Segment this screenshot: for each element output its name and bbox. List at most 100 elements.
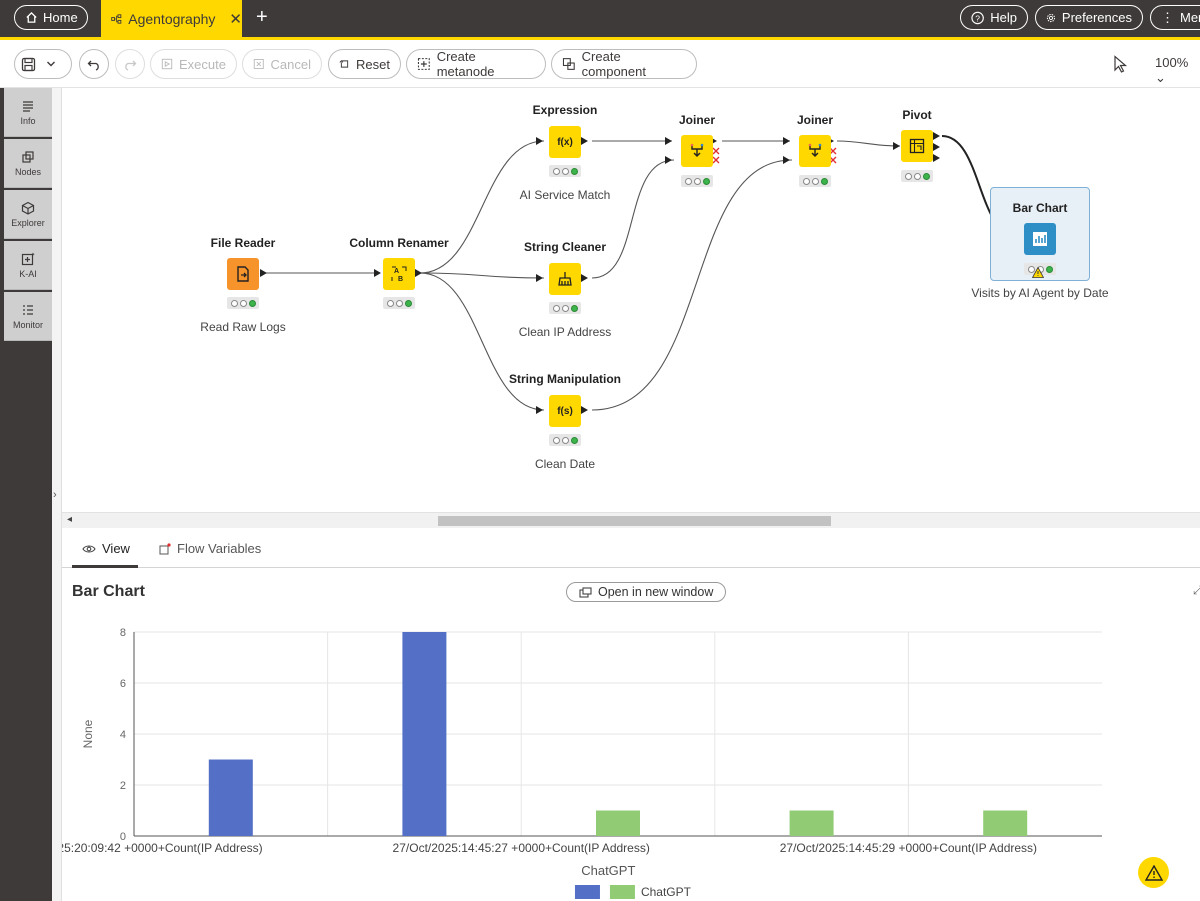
eye-icon [82,544,96,553]
pointer-tool-icon[interactable] [1113,55,1129,73]
sidebar-item-label: Monitor [12,319,43,330]
tab-agentography[interactable]: Agentography ✕ [101,0,242,37]
connection-renamer-manipulation [419,272,545,411]
node-pivot[interactable] [901,130,933,162]
expand-sidebar-icon[interactable]: › [53,489,57,501]
close-tab-icon[interactable]: ✕ [229,10,242,28]
canvas-horizontal-scrollbar[interactable]: ◂ [62,512,1200,528]
tab-view-label: View [102,541,130,556]
sidebar-item-label: Explorer [11,217,45,228]
x-tick-label: 27/Oct/2025:14:45:27 +0000+Count(IP Addr… [393,841,650,855]
port-arrow [665,137,672,145]
preferences-button[interactable]: Preferences [1035,5,1143,30]
execute-button[interactable]: Execute [150,49,237,79]
port-arrow [581,406,588,414]
node-status-light [383,297,415,309]
node-title-string-manipulation: String Manipulation [509,372,621,386]
app-top-bar: Home Agentography ✕ + ? Help Preferences… [0,0,1200,37]
node-status-light [681,175,713,187]
create-component-label: Create component [581,49,646,79]
open-in-new-window-button[interactable]: Open in new window [566,582,727,602]
tab-flow-variables[interactable]: Flow Variables [159,541,261,556]
inactive-port-x [829,147,837,164]
node-file-reader[interactable] [227,258,259,290]
bar [789,810,834,836]
tab-view[interactable]: View [82,541,130,556]
node-status-light [799,175,831,187]
chevron-down-icon[interactable] [46,59,56,69]
y-tick-label: 2 [120,780,126,792]
joiner-icon [690,143,704,157]
help-button[interactable]: ? Help [960,5,1028,30]
undo-icon [87,60,99,71]
kebab-icon: ⋮ [1161,9,1174,25]
bar-chart-icon [1033,232,1047,246]
home-button[interactable]: Home [14,5,88,30]
metanode-icon [417,58,430,70]
sidebar-edge [52,88,62,901]
scroll-left-icon[interactable]: ◂ [67,514,73,525]
node-joiner-2[interactable] [799,135,831,167]
save-split-button[interactable] [14,49,72,79]
port-arrow [536,406,543,414]
redo-button[interactable] [115,49,145,79]
sidebar-item-kai[interactable]: K-AI [4,241,52,290]
home-icon [26,11,37,23]
joiner-icon [808,143,822,157]
redo-icon [125,60,137,71]
port-arrow [536,274,543,282]
y-tick-label: 0 [120,831,126,843]
cancel-button[interactable]: Cancel [242,49,322,79]
sidebar-item-monitor[interactable]: Monitor [4,292,52,341]
execute-label: Execute [179,56,226,72]
node-string-cleaner[interactable] [549,263,581,295]
port-arrow [933,154,940,162]
create-metanode-button[interactable]: Create metanode [406,49,546,79]
port-arrow [893,142,900,150]
node-status-light [227,297,259,309]
node-title-file-reader: File Reader [210,236,276,250]
sidebar-item-nodes[interactable]: Nodes [4,139,52,188]
node-annotation-file-reader[interactable]: Read Raw Logs [200,320,286,334]
create-component-button[interactable]: Create component [551,49,697,79]
bar [402,632,447,836]
node-annotation-bar-chart[interactable]: Visits by AI Agent by Date [971,286,1109,300]
node-joiner-1[interactable] [681,135,713,167]
file-reader-icon [237,266,249,282]
y-tick-label: 8 [120,627,126,639]
undo-button[interactable] [79,49,109,79]
reset-button[interactable]: Reset [328,49,401,79]
connection-renamer-cleaner [419,272,545,279]
sidebar-item-info[interactable]: Info [4,88,52,137]
port-arrow [933,143,940,151]
nodes-icon [22,150,34,163]
sidebar-item-explorer[interactable]: Explorer [4,190,52,239]
scrollbar-thumb[interactable] [438,516,831,526]
open-in-new-window-label: Open in new window [598,585,714,599]
warning-badge[interactable] [1138,857,1169,888]
node-annotation-string-manipulation[interactable]: Clean Date [534,457,596,471]
y-axis-title: None [81,719,95,748]
zoom-dropdown[interactable]: 100% ⌄ [1155,55,1200,86]
new-tab-button[interactable]: + [256,6,268,28]
warning-icon[interactable] [1032,267,1044,278]
home-label: Home [43,10,78,25]
x-axis-title: ChatGPT [581,863,635,878]
menu-button[interactable]: ⋮ Menu [1150,5,1200,30]
node-view-tabs: View Flow Variables [62,530,1200,568]
node-expression[interactable]: f(x) [549,126,581,158]
workflow-canvas[interactable]: File Reader Read Raw Logs Column Renamer… [62,88,1200,512]
node-title-joiner: Joiner [796,113,834,127]
node-bar-chart[interactable] [1024,223,1056,255]
port-arrow [581,274,588,282]
zoom-label: 100% [1155,55,1189,70]
node-string-manipulation[interactable]: f(s) [549,395,581,427]
node-annotation-string-cleaner[interactable]: Clean IP Address [518,325,612,339]
sidebar-item-label: Nodes [14,166,41,177]
help-label: Help [990,10,1017,25]
help-icon: ? [971,11,984,24]
node-annotation-expression[interactable]: AI Service Match [519,188,611,202]
maximize-view-icon[interactable]: ⤢ [1193,583,1200,597]
node-status-light [549,165,581,177]
